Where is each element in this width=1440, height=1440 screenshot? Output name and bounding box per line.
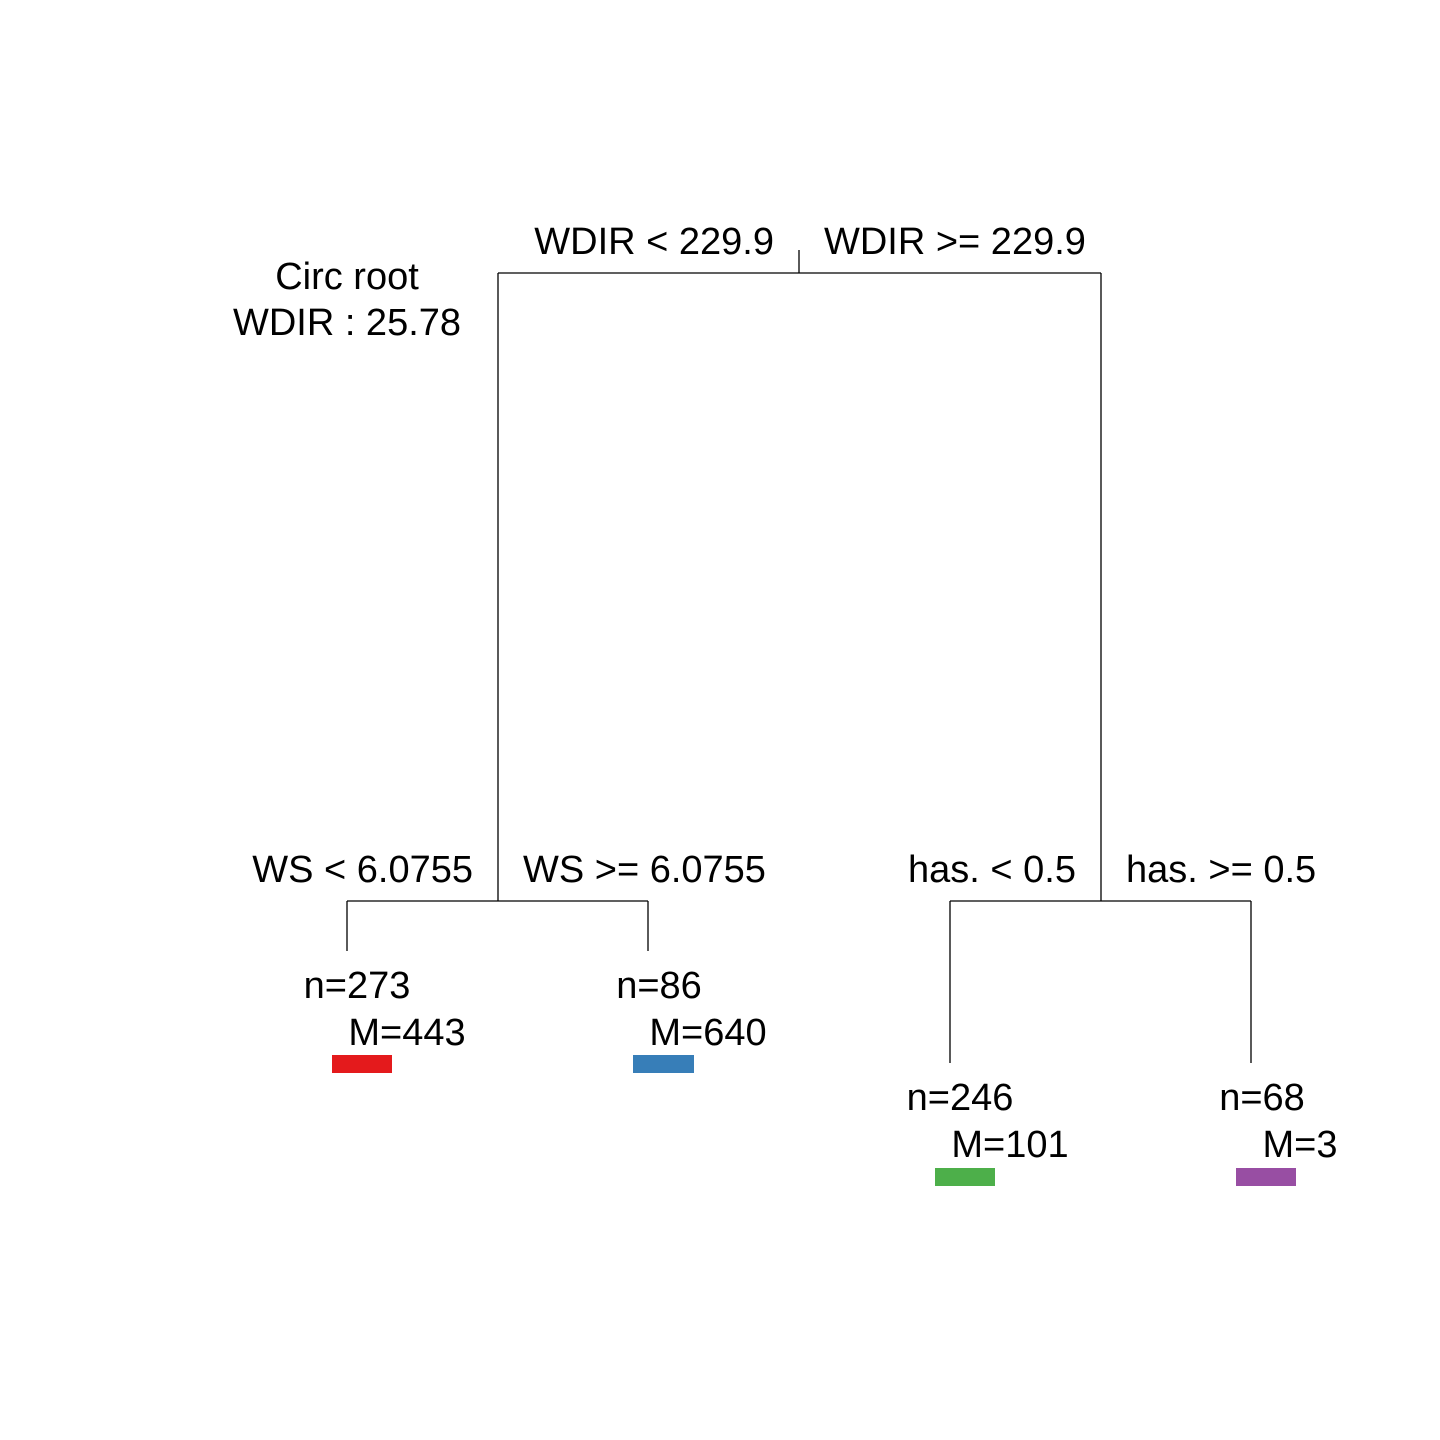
leaf-mean: M=3 [1263,1124,1338,1166]
leaf-count: n=273 [304,965,411,1007]
leaf-color-swatch [332,1055,392,1073]
split-label-left-left: WS < 6.0755 [252,849,473,891]
leaf-node: n=246 M=101 [907,1077,1069,1186]
leaf-count: n=246 [907,1077,1014,1119]
split-label-root-right: WDIR >= 229.9 [824,221,1086,263]
split-label-right-right: has. >= 0.5 [1126,849,1316,891]
root-info-title: Circ root [275,256,419,298]
leaf-color-swatch [935,1168,995,1186]
leaf-count: n=68 [1219,1077,1305,1119]
split-label-left-right: WS >= 6.0755 [523,849,766,891]
leaf-mean: M=443 [348,1012,465,1054]
leaf-color-swatch [1236,1168,1296,1186]
leaf-mean: M=640 [649,1012,766,1054]
leaf-node: n=68 M=3 [1219,1077,1337,1186]
split-label-root-left: WDIR < 229.9 [534,221,774,263]
leaf-node: n=273 M=443 [304,965,466,1073]
root-info-value: WDIR : 25.78 [233,302,461,344]
leaf-color-swatch [633,1055,694,1073]
leaf-mean: M=101 [951,1124,1068,1166]
leaf-count: n=86 [616,965,702,1007]
split-label-right-left: has. < 0.5 [908,849,1076,891]
leaf-node: n=86 M=640 [616,965,767,1073]
